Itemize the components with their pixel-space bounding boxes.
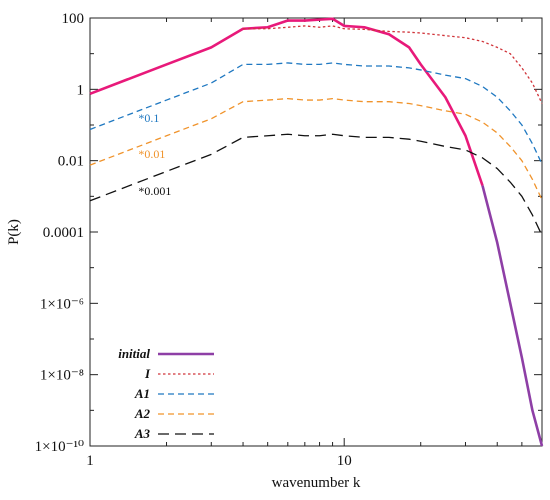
series-a1-group	[89, 62, 543, 165]
series-line-a3	[89, 133, 543, 236]
legend-label: A2	[134, 406, 151, 421]
legend-label: I	[144, 366, 151, 381]
scale-annotation: *0.01	[138, 147, 165, 161]
x-tick-label: 1	[86, 453, 94, 469]
scale-annotation: *0.001	[138, 184, 171, 198]
series-i-group	[243, 25, 543, 104]
series-line-initial-tail	[481, 185, 544, 447]
series-line-a1	[89, 62, 543, 165]
axis-ticks: 1 10 100 1 0.01 0.0001 1×10⁻⁶ 1×10⁻⁸ 1×10⁻¹⁰	[35, 11, 542, 469]
legend-label: A1	[134, 386, 150, 401]
legend-label: initial	[118, 346, 150, 361]
y-axis-title: P(k)	[6, 219, 22, 245]
y-tick-label: 1×10⁻¹⁰	[35, 439, 84, 455]
series-initial-group	[89, 17, 544, 447]
y-tick-label: 1×10⁻⁸	[40, 368, 84, 384]
scale-annotation: *0.1	[138, 111, 159, 125]
x-tick-label: 10	[337, 453, 352, 469]
y-tick-label: 0.0001	[43, 225, 84, 241]
legend: initial I A1 A2 A3	[118, 346, 214, 441]
y-tick-label: 1	[77, 82, 85, 98]
series-line-i	[243, 25, 543, 104]
y-tick-label: 0.01	[58, 154, 84, 170]
x-axis-title: wavenumber k	[272, 475, 361, 491]
scale-annotations: *0.1 *0.01 *0.001	[138, 111, 171, 198]
series-lines	[89, 17, 544, 447]
y-tick-label: 100	[62, 11, 85, 27]
legend-label: A3	[134, 426, 151, 441]
y-tick-label: 1×10⁻⁶	[40, 296, 84, 312]
series-line-initial	[89, 17, 484, 187]
series-a3-group	[89, 133, 543, 236]
